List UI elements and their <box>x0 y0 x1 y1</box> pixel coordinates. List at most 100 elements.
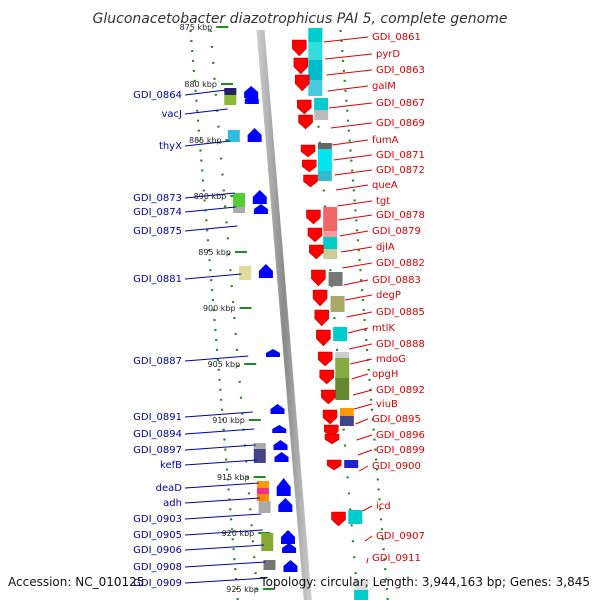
forward-gene-leader <box>346 311 373 318</box>
genome-summary-text: Topology: circular; Length: 3,944,163 bp… <box>259 575 590 589</box>
forward-gene-leader <box>355 418 369 425</box>
reverse-gene-label[interactable]: GDI_0903 <box>133 514 182 525</box>
reverse-gene-label[interactable]: thyX <box>159 141 182 152</box>
forward-gene-label[interactable]: fumA <box>372 135 399 146</box>
kbp-mark: 910 kbp <box>212 416 245 425</box>
forward-gene-leader <box>344 294 373 301</box>
reverse-gene-leader <box>184 206 236 213</box>
reverse-gene-leader <box>184 459 257 466</box>
forward-gene-label[interactable]: icd <box>376 501 391 512</box>
forward-gene-arrow <box>303 174 318 188</box>
forward-gene-label[interactable]: GDI_0861 <box>372 32 421 43</box>
reverse-gene-leader <box>184 444 256 451</box>
reverse-gene-label[interactable]: adh <box>163 498 182 509</box>
reverse-gene-label[interactable]: GDI_0894 <box>133 429 182 440</box>
forward-gene-leader <box>349 343 373 350</box>
forward-gene-label[interactable]: mtlK <box>372 323 395 334</box>
forward-feature-box <box>344 460 359 468</box>
reverse-gene-label[interactable]: GDI_0887 <box>133 356 182 367</box>
forward-gene-label[interactable]: tgt <box>376 196 390 207</box>
reverse-gene-label[interactable]: GDI_0873 <box>133 193 182 204</box>
reverse-gene-label[interactable]: GDI_0881 <box>133 274 182 285</box>
forward-gene-label[interactable]: djlA <box>376 242 395 253</box>
reverse-gene-arrow <box>253 204 268 214</box>
kbp-mark: 880 kbp <box>184 80 217 89</box>
reverse-gene-arrow <box>273 440 288 450</box>
reverse-gene-label[interactable]: GDI_0864 <box>133 90 182 101</box>
forward-gene-label[interactable]: GDI_0888 <box>376 339 425 350</box>
forward-gene-leader <box>337 200 373 207</box>
reverse-gene-arrow <box>244 86 259 98</box>
accession-text: Accession: NC_010125 <box>8 575 144 589</box>
forward-gene-label[interactable]: GDI_0872 <box>376 165 425 176</box>
reverse-feature-box <box>239 266 252 280</box>
forward-gene-label[interactable]: GDI_0896 <box>376 430 425 441</box>
forward-feature-box <box>330 296 345 312</box>
forward-gene-leader <box>333 154 373 161</box>
reverse-gene-label[interactable]: GDI_0875 <box>133 226 182 237</box>
reverse-gene-label[interactable]: GDI_0874 <box>133 207 182 218</box>
forward-gene-label[interactable]: mdoG <box>376 354 406 365</box>
forward-gene-label[interactable]: GDI_0883 <box>372 275 421 286</box>
reverse-gene-label[interactable]: GDI_0909 <box>133 578 182 589</box>
reverse-gene-label[interactable]: kefB <box>160 460 182 471</box>
forward-gene-label[interactable]: galM <box>372 81 396 92</box>
reverse-gene-label[interactable]: GDI_0906 <box>133 545 182 556</box>
reverse-gene-leader <box>184 108 228 115</box>
reverse-gene-leader <box>184 561 266 568</box>
forward-gene-leader <box>326 69 373 76</box>
forward-gene-label[interactable]: pyrD <box>376 49 400 60</box>
forward-gene-arrow <box>324 433 340 445</box>
reverse-gene-arrow <box>258 264 273 278</box>
reverse-gene-label[interactable]: GDI_0897 <box>133 445 182 456</box>
forward-gene-leader <box>366 557 369 564</box>
forward-gene-label[interactable]: GDI_0878 <box>376 210 425 221</box>
forward-feature-box <box>317 171 332 181</box>
reverse-gene-label[interactable]: GDI_0891 <box>133 412 182 423</box>
kbp-mark: 885 kbp <box>189 136 222 145</box>
map-title: Gluconacetobacter diazotrophicus PAI 5, … <box>93 11 508 27</box>
forward-gene-label[interactable]: GDI_0899 <box>376 445 425 456</box>
reverse-gene-label[interactable]: vacJ <box>162 109 183 120</box>
forward-gene-label[interactable]: opgH <box>372 369 398 380</box>
forward-gene-leader <box>364 535 373 542</box>
reverse-gene-leader <box>184 544 264 551</box>
reverse-gene-leader <box>184 428 255 435</box>
forward-feature-box <box>323 207 338 231</box>
forward-gene-label[interactable]: GDI_0892 <box>376 385 425 396</box>
forward-gene-label[interactable]: degP <box>376 290 401 301</box>
reverse-gene-leader <box>184 273 242 280</box>
reverse-gene-label[interactable]: GDI_0905 <box>133 530 182 541</box>
forward-gene-arrow <box>312 289 328 307</box>
forward-gene-label[interactable]: GDI_0895 <box>372 414 421 425</box>
forward-gene-label[interactable]: queA <box>372 180 398 191</box>
forward-gene-arrow <box>314 309 329 327</box>
reverse-feature-box <box>233 207 246 213</box>
forward-gene-label[interactable]: GDI_0885 <box>376 307 425 318</box>
forward-gene-label[interactable]: GDI_0882 <box>376 258 425 269</box>
forward-feature-box <box>339 416 354 426</box>
forward-feature-box <box>314 110 329 120</box>
forward-gene-arrow <box>292 39 307 57</box>
forward-gene-label[interactable]: GDI_0879 <box>372 226 421 237</box>
forward-gene-label[interactable]: GDI_0871 <box>376 150 425 161</box>
forward-gene-label[interactable]: GDI_0900 <box>372 461 421 472</box>
reverse-gene-arrow <box>265 349 280 357</box>
forward-gene-label[interactable]: GDI_0867 <box>376 98 425 109</box>
reverse-gene-leader <box>184 225 238 232</box>
forward-gene-arrow <box>319 369 334 385</box>
forward-gene-label[interactable]: GDI_0911 <box>372 553 421 564</box>
reverse-gene-leader <box>184 355 249 362</box>
reverse-gene-label[interactable]: GDI_0908 <box>133 562 182 573</box>
forward-feature-box <box>323 231 338 237</box>
forward-gene-label[interactable]: GDI_0869 <box>376 118 425 129</box>
reverse-gene-arrow <box>270 404 285 414</box>
forward-gene-label[interactable]: viuB <box>376 399 398 410</box>
forward-feature-box <box>308 42 323 60</box>
forward-gene-label[interactable]: GDI_0907 <box>376 531 425 542</box>
forward-gene-label[interactable]: GDI_0863 <box>376 65 425 76</box>
forward-gene-leader <box>341 246 373 253</box>
reverse-gene-label[interactable]: deaD <box>156 483 183 494</box>
